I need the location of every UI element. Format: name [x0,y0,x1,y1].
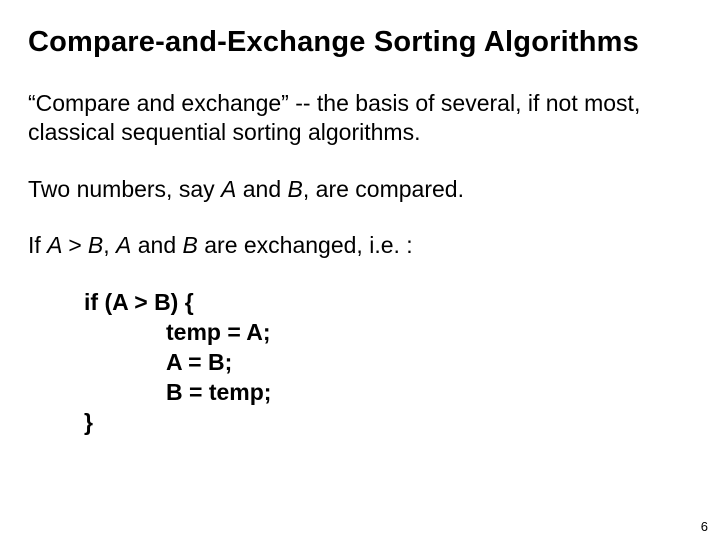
paragraph-compare: Two numbers, say A and B, are compared. [28,175,692,204]
var-b: B [88,232,103,258]
text-fragment: Two numbers, say [28,176,221,202]
var-a: A [221,176,236,202]
text-fragment: , are compared. [303,176,464,202]
text-fragment: , [103,232,116,258]
page-number: 6 [701,519,708,534]
code-line: B = temp; [84,378,692,408]
code-line: A = B; [84,348,692,378]
code-line: } [84,408,692,438]
var-b: B [183,232,198,258]
paragraph-exchange: If A > B, A and B are exchanged, i.e. : [28,231,692,260]
text-fragment: and [131,232,182,258]
var-a: A [47,232,62,258]
text-fragment: > [62,232,88,258]
code-line: temp = A; [84,318,692,348]
text-fragment: If [28,232,47,258]
text-fragment: are exchanged, i.e. : [198,232,413,258]
slide: Compare-and-Exchange Sorting Algorithms … [0,0,720,540]
text-fragment: and [236,176,287,202]
var-a: A [116,232,131,258]
slide-title: Compare-and-Exchange Sorting Algorithms [28,26,692,59]
code-line: if (A > B) { [84,288,692,318]
var-b: B [288,176,303,202]
code-block: if (A > B) { temp = A; A = B; B = temp; … [84,288,692,437]
paragraph-intro: “Compare and exchange” -- the basis of s… [28,89,692,147]
